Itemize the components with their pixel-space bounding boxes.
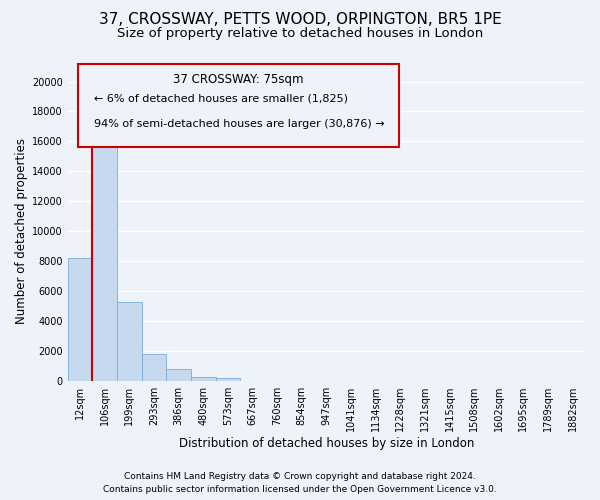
Text: ← 6% of detached houses are smaller (1,825): ← 6% of detached houses are smaller (1,8… <box>94 94 347 104</box>
Bar <box>68 258 92 381</box>
Bar <box>117 302 142 381</box>
Y-axis label: Number of detached properties: Number of detached properties <box>15 138 28 324</box>
Text: 94% of semi-detached houses are larger (30,876) →: 94% of semi-detached houses are larger (… <box>94 119 384 129</box>
Bar <box>166 369 191 381</box>
Text: Contains HM Land Registry data © Crown copyright and database right 2024.: Contains HM Land Registry data © Crown c… <box>124 472 476 481</box>
Text: 37 CROSSWAY: 75sqm: 37 CROSSWAY: 75sqm <box>173 72 304 86</box>
Text: 37, CROSSWAY, PETTS WOOD, ORPINGTON, BR5 1PE: 37, CROSSWAY, PETTS WOOD, ORPINGTON, BR5… <box>98 12 502 28</box>
Bar <box>191 376 215 381</box>
Text: Size of property relative to detached houses in London: Size of property relative to detached ho… <box>117 28 483 40</box>
Bar <box>92 134 117 381</box>
Bar <box>142 354 166 381</box>
X-axis label: Distribution of detached houses by size in London: Distribution of detached houses by size … <box>179 437 474 450</box>
Text: Contains public sector information licensed under the Open Government Licence v3: Contains public sector information licen… <box>103 484 497 494</box>
FancyBboxPatch shape <box>78 64 399 148</box>
Bar <box>215 378 240 381</box>
